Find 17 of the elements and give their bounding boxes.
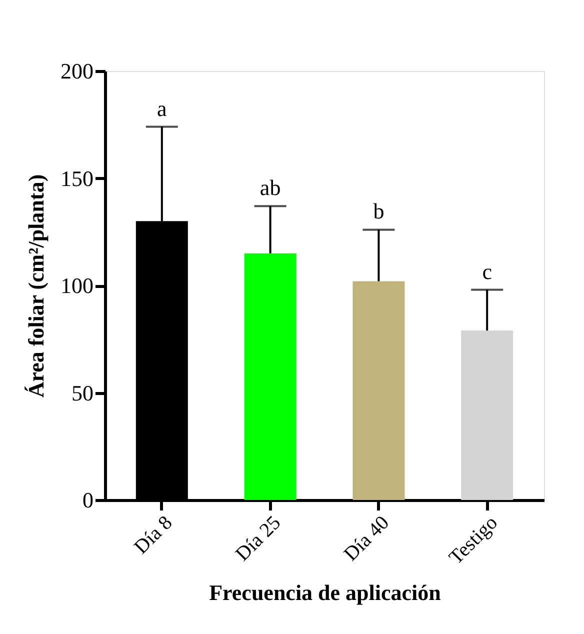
y-tick-label: 0 [82,488,94,512]
bar [244,253,296,500]
annotation: a [157,96,168,121]
y-axis-title: Área foliar (cm²/planta) [24,174,48,398]
x-tick-label: Día 40 [340,512,394,566]
bar [352,281,405,500]
annotation: b [373,198,384,224]
annotation: ab [260,175,281,200]
y-tick-label: 50 [72,380,94,406]
y-tick-label: 100 [60,273,94,298]
annotation: c [482,258,492,284]
x-tick-label: Día 25 [231,512,286,566]
x-axis-title: Frecuencia de aplicación [209,580,441,606]
bar [461,330,514,500]
x-tick-label: Día 8 [130,512,177,558]
y-tick-label: 150 [60,166,94,191]
y-tick-label: 200 [60,58,94,84]
